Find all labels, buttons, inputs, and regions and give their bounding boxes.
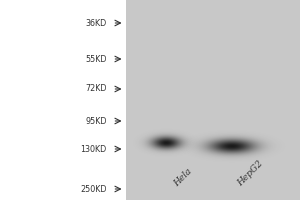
Text: Hela: Hela (172, 167, 194, 188)
Text: 72KD: 72KD (85, 84, 106, 93)
Text: 36KD: 36KD (85, 19, 106, 27)
Bar (126, 0, 300, 200)
Text: 55KD: 55KD (85, 54, 106, 64)
Text: HepG2: HepG2 (236, 159, 265, 188)
Text: 95KD: 95KD (85, 116, 106, 126)
Text: 250KD: 250KD (80, 184, 106, 194)
Text: 130KD: 130KD (80, 144, 106, 154)
